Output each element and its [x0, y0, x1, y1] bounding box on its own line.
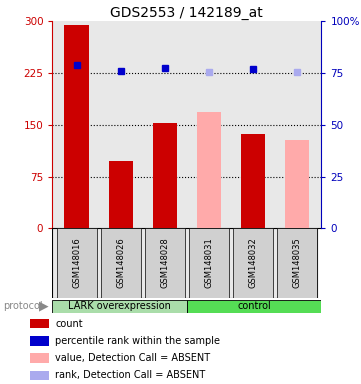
- Bar: [30, 336, 48, 346]
- Bar: [65, 25, 89, 228]
- Text: GSM148026: GSM148026: [116, 238, 125, 288]
- Text: GSM148016: GSM148016: [72, 238, 81, 288]
- Text: GSM148032: GSM148032: [248, 238, 257, 288]
- Bar: [233, 228, 273, 298]
- Bar: [109, 161, 133, 228]
- Text: ▶: ▶: [39, 300, 49, 313]
- Text: GSM148031: GSM148031: [204, 238, 213, 288]
- Bar: [277, 228, 317, 298]
- Bar: [30, 319, 48, 328]
- Bar: [189, 228, 229, 298]
- Text: protocol: protocol: [4, 301, 43, 311]
- Bar: [57, 228, 97, 298]
- Text: GSM148028: GSM148028: [160, 238, 169, 288]
- Text: value, Detection Call = ABSENT: value, Detection Call = ABSENT: [55, 353, 210, 363]
- Bar: [153, 123, 177, 228]
- Bar: [145, 228, 185, 298]
- Bar: [197, 113, 221, 228]
- Bar: [30, 371, 48, 380]
- Text: LARK overexpression: LARK overexpression: [68, 301, 171, 311]
- Bar: [101, 228, 141, 298]
- Text: GSM148035: GSM148035: [292, 238, 301, 288]
- Bar: [52, 300, 187, 313]
- Bar: [285, 140, 309, 228]
- Text: rank, Detection Call = ABSENT: rank, Detection Call = ABSENT: [55, 370, 205, 381]
- Bar: [187, 300, 321, 313]
- Text: percentile rank within the sample: percentile rank within the sample: [55, 336, 220, 346]
- Text: count: count: [55, 318, 83, 329]
- Text: control: control: [237, 301, 271, 311]
- Bar: [241, 134, 265, 228]
- Title: GDS2553 / 142189_at: GDS2553 / 142189_at: [110, 6, 263, 20]
- Bar: [30, 353, 48, 363]
